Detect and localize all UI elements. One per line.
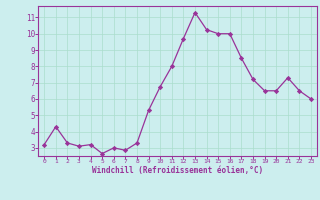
X-axis label: Windchill (Refroidissement éolien,°C): Windchill (Refroidissement éolien,°C): [92, 166, 263, 175]
